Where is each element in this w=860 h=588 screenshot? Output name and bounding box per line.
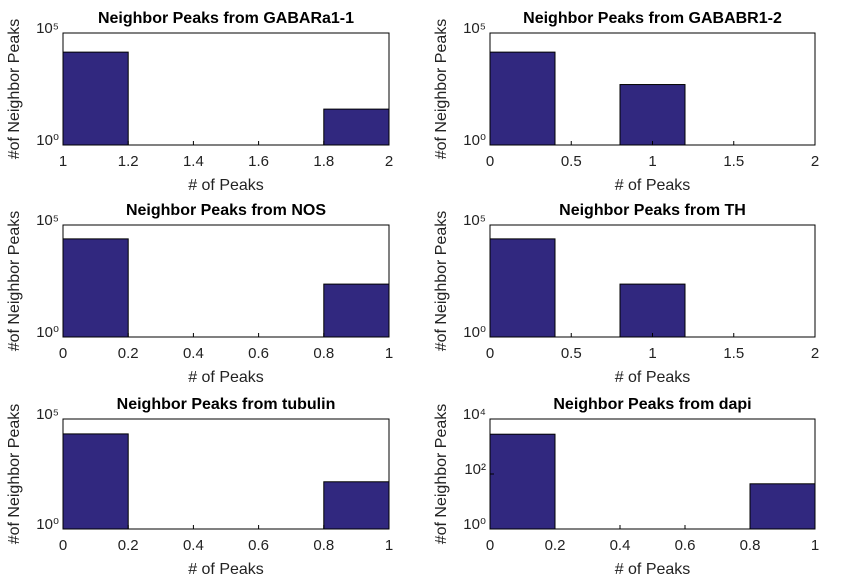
y-tick-label: 10⁰ [463, 516, 486, 533]
x-tick-label: 0.6 [248, 537, 269, 554]
bar [62, 238, 129, 338]
y-tick-label: 10² [464, 461, 486, 478]
x-axis-label: # of Peaks [615, 369, 691, 386]
y-tick-label: 10⁰ [36, 324, 59, 341]
x-axis-label: # of Peaks [188, 177, 264, 194]
x-tick-label: 1 [648, 345, 656, 362]
x-tick-label: 2 [811, 345, 819, 362]
y-axis-label: #of Neighbor Peaks [433, 404, 450, 545]
x-tick-label: 1 [385, 345, 393, 362]
y-tick-label: 10⁵ [463, 212, 486, 229]
axes-box [62, 418, 390, 530]
y-axis-label: #of Neighbor Peaks [433, 211, 450, 352]
bar [62, 51, 129, 146]
chart-title: Neighbor Peaks from NOS [126, 202, 326, 219]
y-tick-label: 10⁵ [36, 212, 59, 229]
chart-title: Neighbor Peaks from GABARa1-1 [98, 10, 354, 27]
y-tick-label: 10⁴ [463, 406, 486, 423]
axes-box [62, 224, 390, 338]
x-tick-label: 2 [811, 153, 819, 170]
y-tick-label: 10⁰ [36, 132, 59, 149]
y-axis-label: #of Neighbor Peaks [6, 404, 23, 545]
x-tick-label: 0.8 [740, 537, 761, 554]
x-tick-label: 1.5 [723, 345, 744, 362]
x-tick-label: 0.2 [545, 537, 566, 554]
x-tick-label: 0.4 [183, 345, 204, 362]
x-tick-label: 1 [385, 537, 393, 554]
y-tick-label: 10⁵ [36, 20, 59, 37]
x-tick-label: 0.2 [118, 345, 139, 362]
x-tick-label: 0 [486, 537, 494, 554]
x-tick-label: 0.8 [313, 537, 334, 554]
x-tick-label: 1.8 [313, 153, 334, 170]
chart-title: Neighbor Peaks from TH [559, 202, 746, 219]
x-tick-label: 0.2 [118, 537, 139, 554]
y-tick-label: 10⁵ [463, 20, 486, 37]
y-axis-label: #of Neighbor Peaks [433, 19, 450, 160]
x-tick-label: 0.8 [313, 345, 334, 362]
x-axis-label: # of Peaks [188, 561, 264, 578]
x-tick-label: 0.5 [561, 345, 582, 362]
x-tick-label: 0.4 [183, 537, 204, 554]
x-tick-label: 0 [486, 345, 494, 362]
x-tick-label: 0.6 [675, 537, 696, 554]
bar [489, 238, 556, 338]
x-tick-label: 1 [648, 153, 656, 170]
bar [489, 433, 556, 530]
y-tick-label: 10⁰ [36, 516, 59, 533]
x-tick-label: 0 [486, 153, 494, 170]
x-tick-label: 1.4 [183, 153, 204, 170]
chart-title: Neighbor Peaks from dapi [553, 396, 751, 413]
x-tick-label: 0.4 [610, 537, 631, 554]
x-tick-label: 1 [59, 153, 67, 170]
bar [323, 283, 390, 338]
x-tick-label: 1 [811, 537, 819, 554]
y-axis-label: #of Neighbor Peaks [6, 211, 23, 352]
bar [619, 283, 686, 338]
x-tick-label: 2 [385, 153, 393, 170]
x-tick-label: 0 [59, 345, 67, 362]
chart-title: Neighbor Peaks from tubulin [117, 396, 336, 413]
y-tick-label: 10⁵ [36, 406, 59, 423]
x-tick-label: 0.6 [248, 345, 269, 362]
x-axis-label: # of Peaks [615, 177, 691, 194]
y-axis-label: #of Neighbor Peaks [6, 19, 23, 160]
chart-title: Neighbor Peaks from GABABR1-2 [523, 10, 782, 27]
x-tick-label: 1.2 [118, 153, 139, 170]
bar [62, 433, 129, 530]
x-tick-label: 0 [59, 537, 67, 554]
y-tick-label: 10⁰ [463, 132, 486, 149]
x-tick-label: 1.6 [248, 153, 269, 170]
bar [619, 84, 686, 146]
x-tick-label: 0.5 [561, 153, 582, 170]
x-axis-label: # of Peaks [615, 561, 691, 578]
x-axis-label: # of Peaks [188, 369, 264, 386]
bar [323, 481, 390, 530]
axes-box [62, 32, 390, 146]
x-tick-label: 1.5 [723, 153, 744, 170]
y-tick-label: 10⁰ [463, 324, 486, 341]
bar [489, 51, 556, 146]
bar [749, 483, 816, 530]
bar [323, 108, 390, 146]
